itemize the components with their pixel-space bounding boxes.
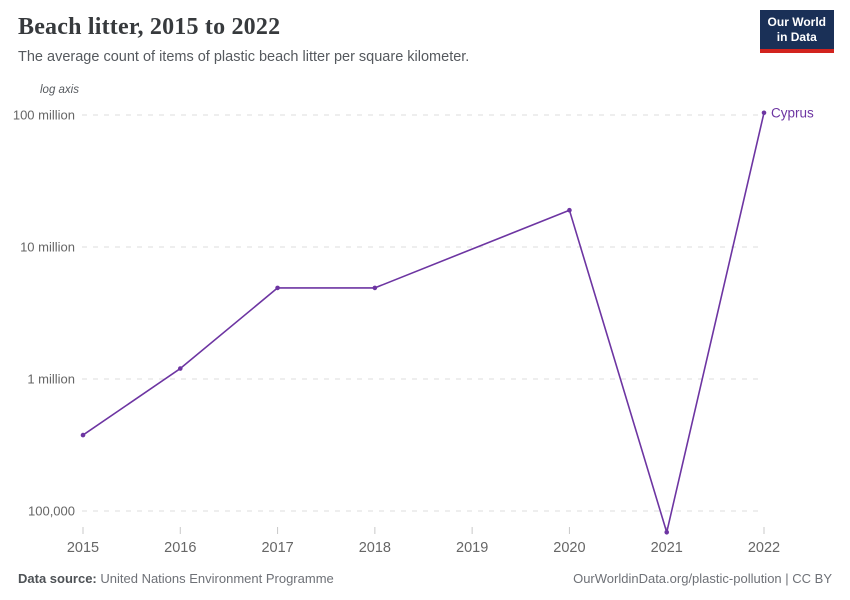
chart-footer: Data source: United Nations Environment … (18, 571, 832, 586)
x-tick-label: 2019 (456, 540, 488, 556)
x-tick-label: 2017 (261, 540, 293, 556)
data-source-value: United Nations Environment Programme (100, 571, 334, 586)
chart-subtitle: The average count of items of plastic be… (18, 49, 470, 65)
y-tick-label: 100 million (13, 108, 75, 123)
x-tick-label: 2015 (67, 540, 99, 556)
x-tick-label: 2018 (359, 540, 391, 556)
x-axis: 2015 2016 2017 2018 2019 2020 2021 2022 (67, 527, 780, 556)
data-point[interactable] (761, 110, 767, 116)
data-point[interactable] (275, 285, 280, 291)
data-point[interactable] (567, 207, 572, 213)
data-point[interactable] (80, 432, 86, 438)
owid-logo-line2: in Data (776, 30, 817, 44)
y-tick-label: 100,000 (28, 504, 75, 519)
owid-logo-line1: Our World (767, 15, 826, 29)
x-tick-label: 2016 (164, 540, 196, 556)
x-tick-label: 2020 (553, 540, 585, 556)
owid-logo[interactable]: Our World in Data (759, 10, 834, 53)
y-tick-label: 1 million (27, 372, 75, 387)
data-point[interactable] (664, 529, 670, 535)
data-source: Data source: United Nations Environment … (18, 571, 334, 586)
data-point[interactable] (177, 366, 183, 371)
chart-header: Beach litter, 2015 to 2022 The average c… (18, 14, 832, 65)
attribution-link[interactable]: OurWorldinData.org/plastic-pollution | C… (573, 571, 832, 586)
log-axis-note: log axis (40, 84, 79, 96)
y-tick-label: 10 million (20, 240, 75, 255)
series-layer[interactable]: Cyprus (80, 105, 814, 535)
series-line[interactable] (82, 112, 765, 534)
x-tick-label: 2021 (651, 540, 683, 556)
series-end-label[interactable]: Cyprus (771, 105, 814, 120)
data-source-label: Data source: (18, 571, 97, 586)
y-gridlines (82, 114, 764, 512)
data-point[interactable] (372, 285, 378, 291)
y-axis-labels: 100,000 1 million 10 million 100 million (13, 108, 75, 519)
chart-title: Beach litter, 2015 to 2022 (18, 14, 281, 40)
x-tick-label: 2022 (748, 540, 780, 556)
